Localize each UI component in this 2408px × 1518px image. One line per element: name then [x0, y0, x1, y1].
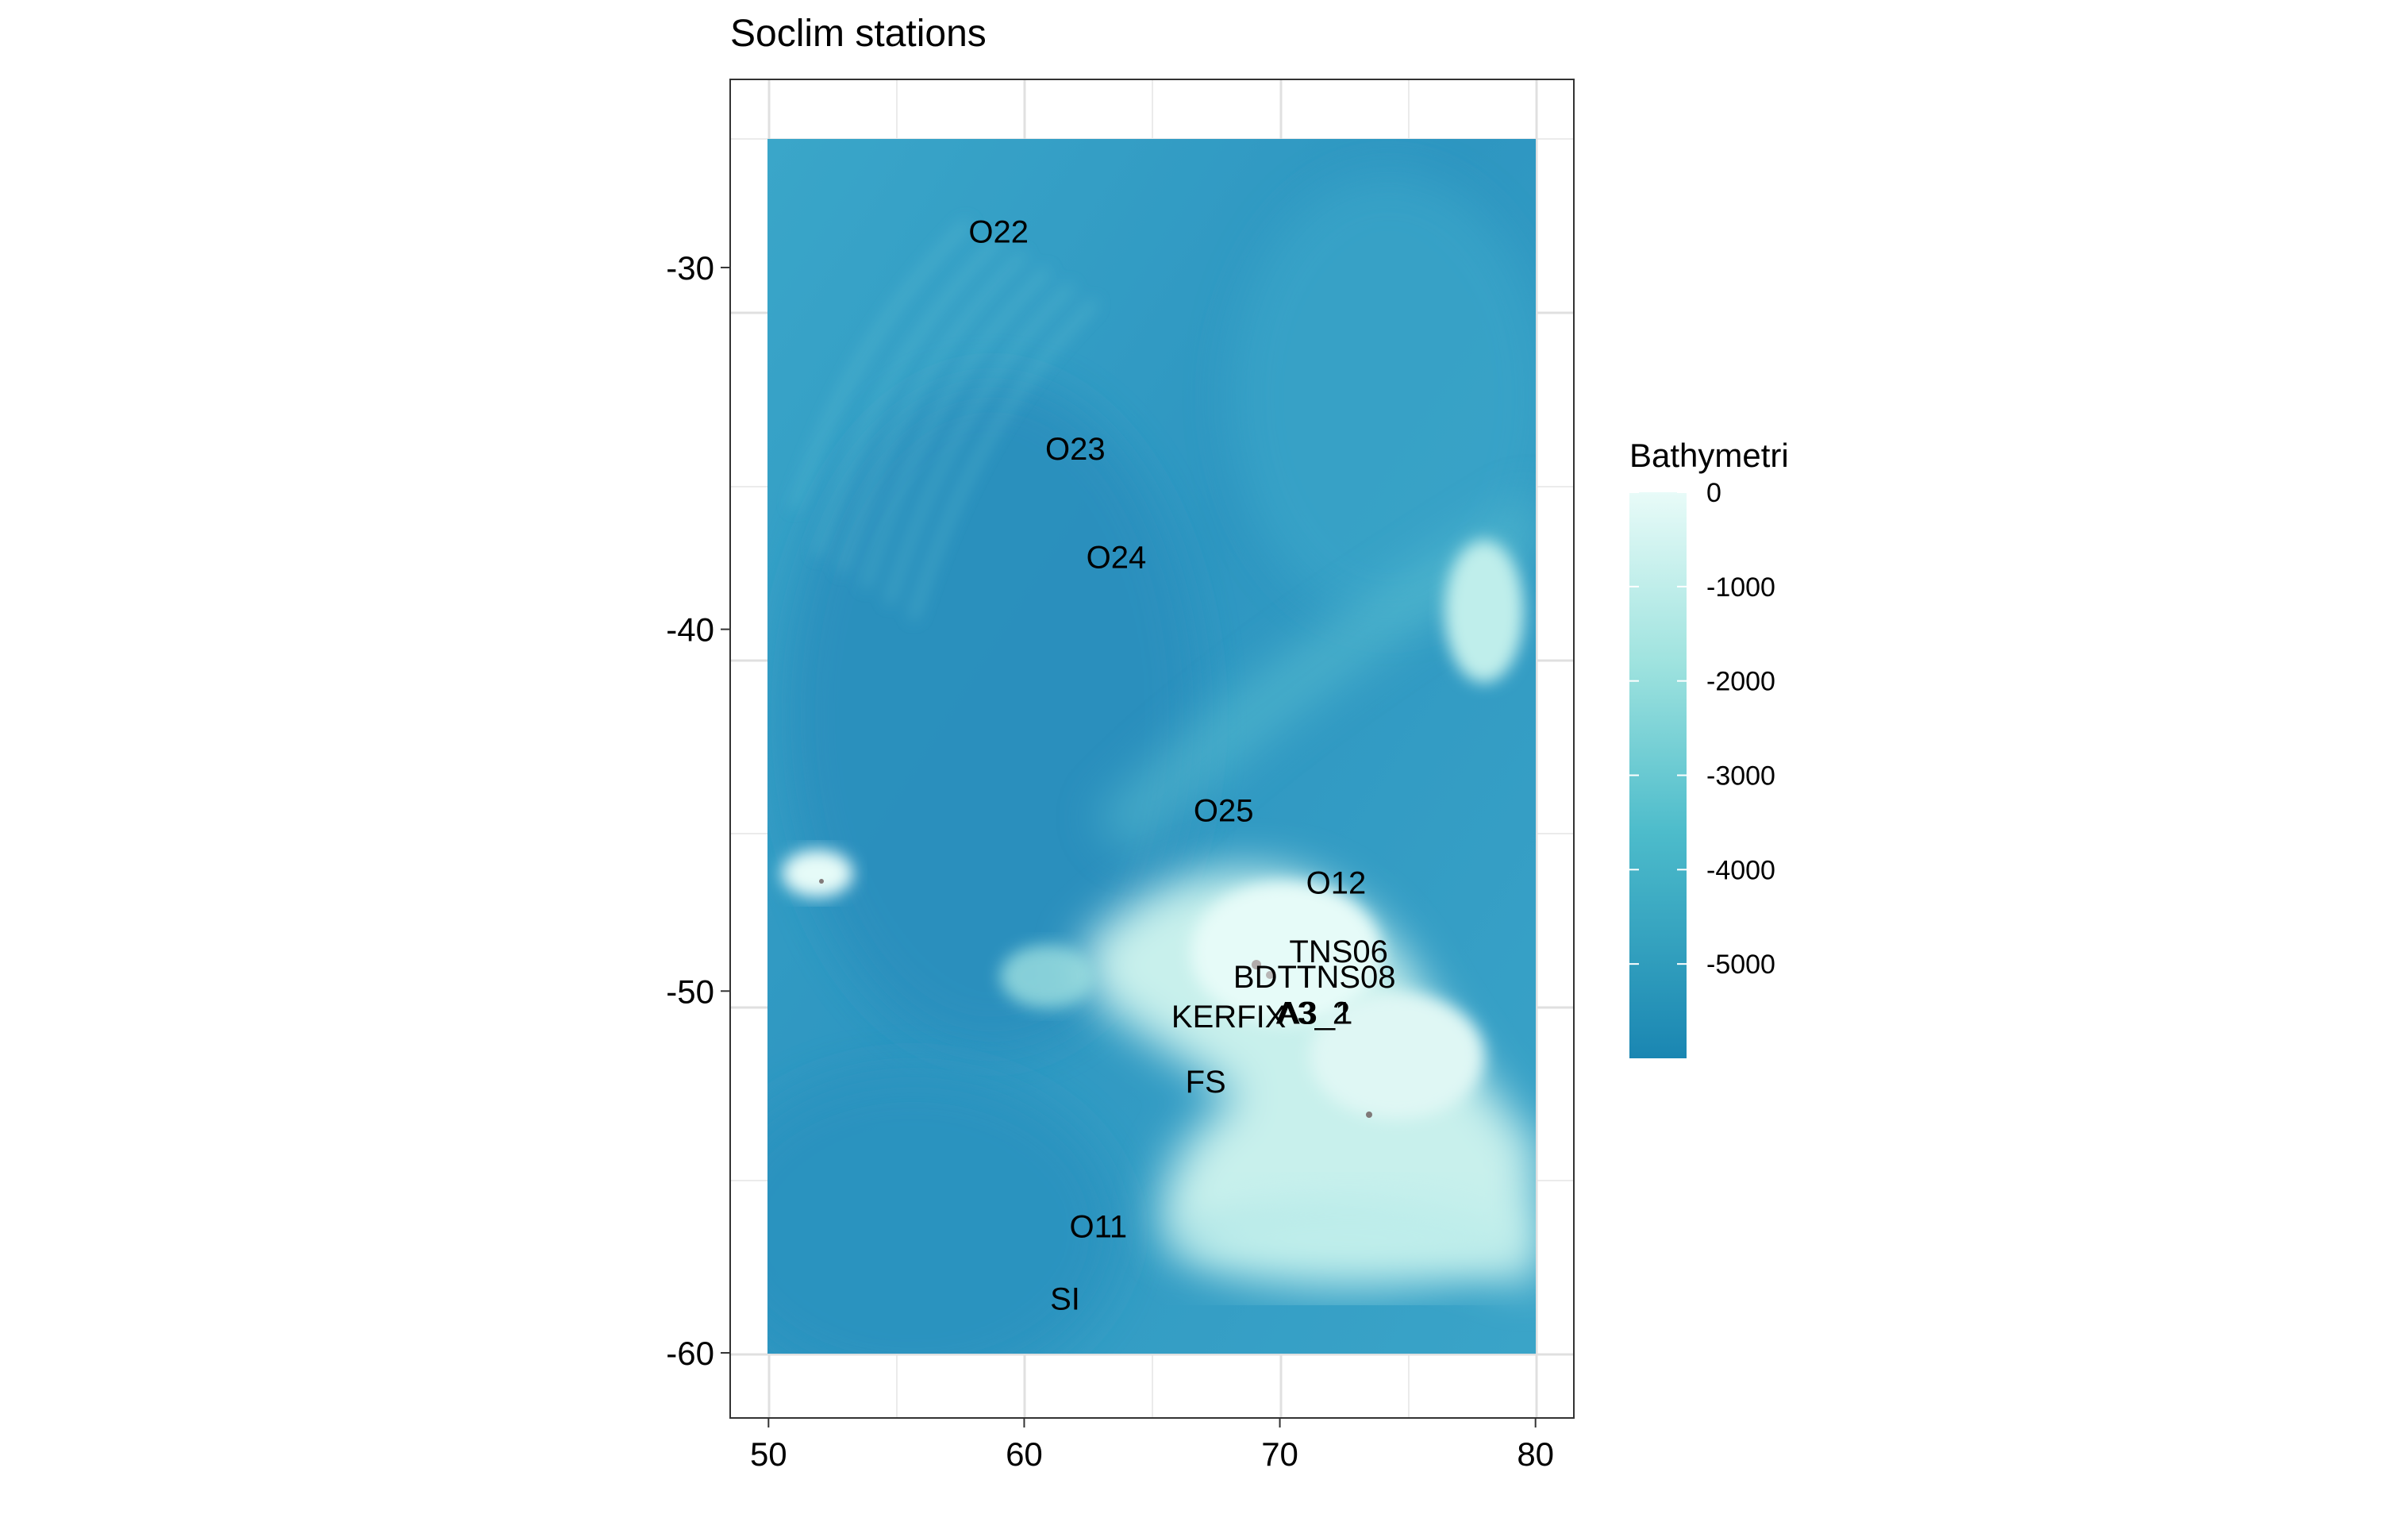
x-tick-label: 80 [1517, 1435, 1554, 1473]
legend-tick-label: -5000 [1706, 950, 1775, 980]
station-label: TNS08 [1297, 960, 1396, 995]
chart-title: Soclim stations [730, 13, 987, 55]
station-label: BDTT [1233, 960, 1316, 995]
panel-border [729, 79, 1575, 1419]
station-label: KERFIX [1171, 1000, 1286, 1034]
station-label: A3_1 [1279, 996, 1352, 1031]
legend-tick-label: -3000 [1706, 761, 1775, 792]
y-tick-label: -40 [666, 611, 714, 649]
y-tick-label: -60 [666, 1335, 714, 1372]
bathymetry-raster [767, 139, 1536, 1354]
y-tick-label: -50 [666, 973, 714, 1010]
x-axis: 50 60 70 80 [750, 1418, 1554, 1473]
x-tick-label: 60 [1006, 1435, 1043, 1473]
x-tick-label: 50 [750, 1435, 787, 1473]
x-tick-label: 70 [1261, 1435, 1298, 1473]
station-label: A3_2 [1276, 996, 1350, 1031]
legend: Bathymetri 0 -1000 -2000 -3000 -4000 -5000 [1629, 437, 1789, 1058]
station-label: O25 [1194, 793, 1254, 828]
station-label: O11 [1070, 1209, 1128, 1244]
legend-tick-label: -1000 [1706, 572, 1775, 603]
legend-tick-label: -4000 [1706, 855, 1775, 885]
y-tick-label: -30 [666, 249, 714, 287]
legend-title: Bathymetri [1629, 437, 1789, 474]
y-axis: -30 -40 -50 -60 [666, 249, 730, 1372]
station-label: O22 [968, 214, 1029, 249]
legend-ticks: 0 -1000 -2000 -3000 -4000 -5000 [1629, 478, 1775, 980]
station-label: O12 [1306, 866, 1367, 901]
station-label: SI [1050, 1282, 1080, 1317]
legend-tick-label: 0 [1706, 478, 1721, 508]
station-label: FS [1186, 1065, 1226, 1100]
station-label: TNS06 [1289, 934, 1388, 969]
station-label: O23 [1045, 432, 1106, 467]
station-label: O24 [1087, 540, 1147, 575]
legend-tick-label: -2000 [1706, 667, 1775, 697]
